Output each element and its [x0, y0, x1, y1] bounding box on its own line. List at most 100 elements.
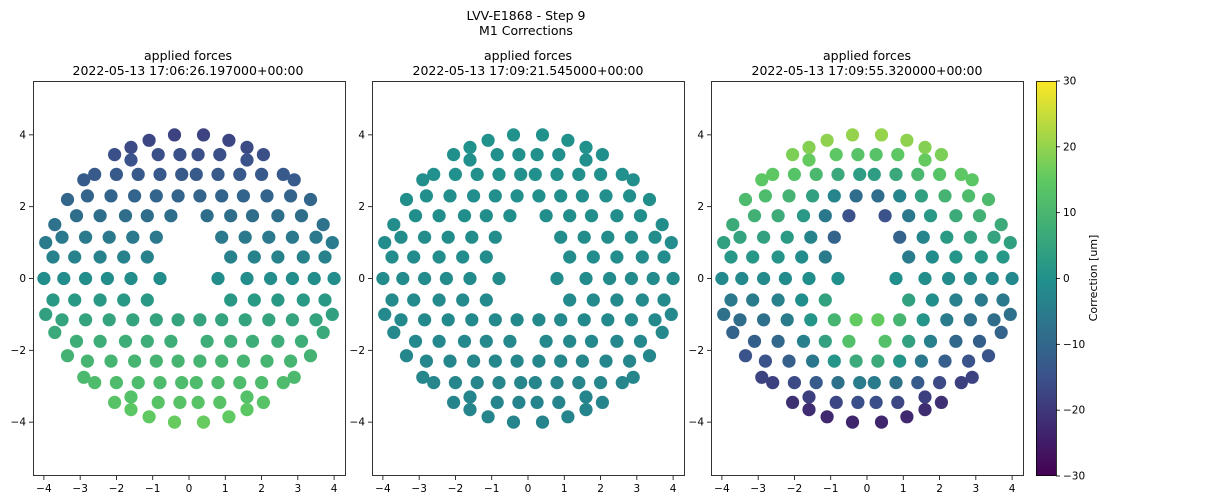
- actuator-point: [771, 250, 785, 264]
- actuator-point: [506, 415, 521, 429]
- actuator-point: [69, 209, 84, 223]
- actuator-point: [655, 325, 669, 339]
- actuator-point: [387, 325, 401, 339]
- actuator-point: [128, 354, 142, 368]
- actuator-point: [171, 189, 185, 203]
- actuator-point: [262, 313, 276, 327]
- actuator-point: [118, 209, 133, 223]
- actuator-point: [303, 192, 318, 207]
- actuator-point: [575, 354, 590, 368]
- actuator-point: [488, 230, 502, 244]
- actuator-point: [503, 209, 517, 223]
- actuator-point: [236, 354, 250, 368]
- actuator-point: [79, 271, 93, 286]
- actuator-point: [962, 354, 976, 368]
- actuator-point: [664, 307, 678, 321]
- actuator-point: [211, 376, 225, 390]
- actuator-point: [818, 250, 832, 264]
- actuator-point: [256, 148, 270, 162]
- actuator-point: [399, 192, 414, 207]
- actuator-point: [893, 230, 907, 244]
- actuator-point: [900, 410, 914, 424]
- actuator-point: [488, 189, 502, 203]
- actuator-point: [746, 250, 760, 264]
- x-tick-label: 0: [186, 483, 193, 495]
- actuator-point: [285, 271, 299, 286]
- actuator-point: [610, 293, 624, 307]
- x-tick-label: −2: [109, 483, 124, 495]
- actuator-point: [271, 293, 285, 307]
- actuator-point: [271, 250, 285, 264]
- actuator-point: [893, 354, 907, 368]
- actuator-point: [39, 307, 53, 321]
- actuator-point: [981, 192, 996, 207]
- actuator-point: [528, 167, 542, 181]
- actuator-point: [211, 271, 225, 286]
- actuator-point: [766, 376, 780, 390]
- actuator-point: [378, 236, 392, 250]
- actuator-point: [563, 250, 577, 264]
- actuator-point: [579, 153, 593, 167]
- actuator-point: [635, 250, 649, 264]
- actuator-point: [325, 307, 339, 321]
- actuator-point: [626, 173, 640, 187]
- actuator-point: [287, 173, 301, 187]
- actuator-point: [394, 230, 408, 244]
- actuator-point: [294, 209, 309, 223]
- actuator-point: [479, 334, 493, 348]
- actuator-point: [535, 128, 550, 142]
- y-tick-label: −2: [350, 345, 365, 357]
- actuator-point: [911, 167, 925, 181]
- actuator-point: [325, 236, 339, 250]
- actuator-point: [724, 250, 738, 264]
- actuator-point: [193, 189, 207, 203]
- actuator-point: [804, 313, 818, 327]
- colorbar-tick-label: 0: [1063, 273, 1070, 285]
- actuator-point: [809, 167, 823, 181]
- actuator-point: [806, 189, 820, 203]
- actuator-point: [510, 313, 524, 327]
- actuator-point: [738, 349, 753, 363]
- actuator-point: [530, 148, 544, 162]
- actuator-point: [827, 313, 841, 327]
- x-tick-label: 3: [972, 483, 979, 495]
- actuator-point: [109, 376, 123, 390]
- actuator-point: [963, 230, 978, 244]
- actuator-point: [262, 230, 276, 244]
- subplot-title: applied forces: [144, 48, 232, 63]
- actuator-point: [55, 313, 69, 327]
- x-tick-label: 4: [331, 483, 338, 495]
- actuator-point: [233, 167, 247, 181]
- actuator-point: [563, 209, 577, 223]
- x-tick-label: 0: [525, 483, 532, 495]
- actuator-point: [757, 271, 771, 286]
- actuator-point: [747, 209, 762, 223]
- actuator-point: [240, 390, 254, 404]
- actuator-point: [479, 209, 493, 223]
- actuator-point: [972, 334, 987, 348]
- actuator-point: [724, 293, 738, 307]
- actuator-point: [303, 349, 318, 363]
- actuator-point: [802, 403, 816, 417]
- actuator-point: [786, 395, 800, 409]
- actuator-point: [189, 167, 203, 181]
- actuator-point: [595, 395, 610, 409]
- y-tick-label: −2: [689, 345, 704, 357]
- actuator-point: [316, 325, 330, 339]
- actuator-point: [171, 313, 185, 327]
- actuator-point: [532, 189, 546, 203]
- x-tick-label: 1: [222, 483, 229, 495]
- actuator-point: [104, 354, 118, 368]
- actuator-point: [575, 189, 590, 203]
- actuator-point: [117, 250, 131, 264]
- actuator-point: [88, 376, 102, 390]
- actuator-point: [470, 376, 484, 390]
- actuator-point: [260, 354, 274, 368]
- actuator-point: [131, 167, 145, 181]
- actuator-point: [996, 293, 1010, 307]
- actuator-point: [142, 410, 156, 424]
- actuator-point: [492, 167, 506, 181]
- actuator-point: [586, 250, 600, 264]
- actuator-point: [940, 230, 954, 244]
- actuator-point: [615, 167, 629, 181]
